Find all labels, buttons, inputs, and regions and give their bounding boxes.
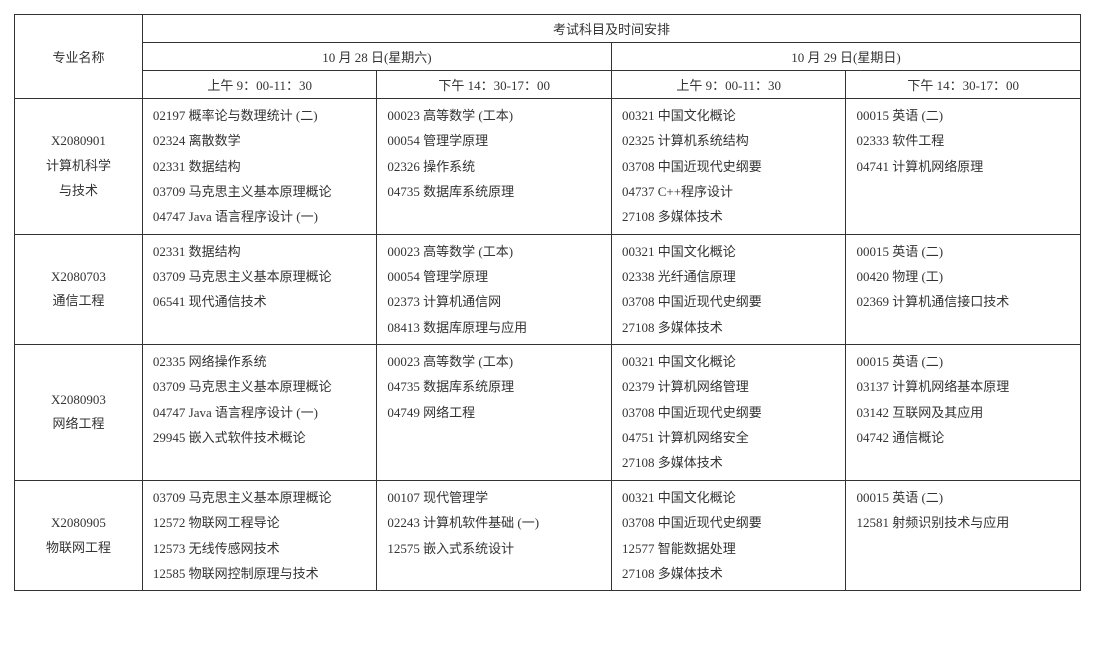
course-item: 02373 计算机通信网 [383,289,605,314]
course-cell: 00321 中国文化概论02379 计算机网络管理03708 中国近现代史纲要0… [611,345,846,481]
course-item: 02324 离散数学 [149,128,371,153]
course-item: 02335 网络操作系统 [149,349,371,374]
table-row: X2080703通信工程02331 数据结构03709 马克思主义基本原理概论0… [15,234,1081,344]
course-item: 04737 C++程序设计 [618,179,840,204]
course-item: 00420 物理 (工) [852,264,1074,289]
course-item: 03709 马克思主义基本原理概论 [149,264,371,289]
course-cell: 00023 高等数学 (工本)00054 管理学原理02326 操作系统0473… [377,99,612,235]
course-item: 12575 嵌入式系统设计 [383,536,605,561]
course-item: 12585 物联网控制原理与技术 [149,561,371,586]
course-item: 04741 计算机网络原理 [852,154,1074,179]
course-item: 04751 计算机网络安全 [618,425,840,450]
header-slot-0: 上午 9：00-11：30 [142,71,377,99]
course-item: 02338 光纤通信原理 [618,264,840,289]
header-title: 考试科目及时间安排 [142,15,1080,43]
header-day-1: 10 月 29 日(星期日) [611,43,1080,71]
course-item: 00321 中国文化概论 [618,349,840,374]
course-item: 27108 多媒体技术 [618,315,840,340]
course-cell: 02197 概率论与数理统计 (二)02324 离散数学02331 数据结构03… [142,99,377,235]
table-row: X2080905物联网工程03709 马克思主义基本原理概论12572 物联网工… [15,480,1081,590]
exam-schedule-table: 专业名称 考试科目及时间安排 10 月 28 日(星期六) 10 月 29 日(… [14,14,1081,591]
course-item: 00015 英语 (二) [852,349,1074,374]
course-item: 00015 英语 (二) [852,103,1074,128]
course-item: 00054 管理学原理 [383,128,605,153]
course-item: 27108 多媒体技术 [618,561,840,586]
course-item: 12581 射频识别技术与应用 [852,510,1074,535]
course-item: 00023 高等数学 (工本) [383,349,605,374]
course-item: 03709 马克思主义基本原理概论 [149,485,371,510]
course-cell: 00107 现代管理学02243 计算机软件基础 (一)12575 嵌入式系统设… [377,480,612,590]
course-item: 02243 计算机软件基础 (一) [383,510,605,535]
course-item: 04747 Java 语言程序设计 (一) [149,204,371,229]
course-cell: 00321 中国文化概论03708 中国近现代史纲要12577 智能数据处理27… [611,480,846,590]
course-item: 02333 软件工程 [852,128,1074,153]
course-item: 00321 中国文化概论 [618,485,840,510]
major-cell: X2080903网络工程 [15,345,143,481]
course-item: 04747 Java 语言程序设计 (一) [149,400,371,425]
course-cell: 02331 数据结构03709 马克思主义基本原理概论06541 现代通信技术 [142,234,377,344]
course-cell: 03709 马克思主义基本原理概论12572 物联网工程导论12573 无线传感… [142,480,377,590]
course-item: 02331 数据结构 [149,239,371,264]
course-item: 00015 英语 (二) [852,239,1074,264]
header-slot-2: 上午 9：00-11：30 [611,71,846,99]
course-item: 04749 网络工程 [383,400,605,425]
course-item: 02326 操作系统 [383,154,605,179]
course-item: 02331 数据结构 [149,154,371,179]
course-item: 00107 现代管理学 [383,485,605,510]
course-cell: 00015 英语 (二)12581 射频识别技术与应用 [846,480,1081,590]
course-cell: 00015 英语 (二)02333 软件工程04741 计算机网络原理 [846,99,1081,235]
course-item: 03708 中国近现代史纲要 [618,400,840,425]
course-item: 03708 中国近现代史纲要 [618,510,840,535]
header-major: 专业名称 [15,15,143,99]
course-item: 00321 中国文化概论 [618,103,840,128]
course-item: 03708 中国近现代史纲要 [618,154,840,179]
course-item: 06541 现代通信技术 [149,289,371,314]
header-slot-1: 下午 14：30-17：00 [377,71,612,99]
course-item: 03709 马克思主义基本原理概论 [149,179,371,204]
table-row: X2080901计算机科学与技术02197 概率论与数理统计 (二)02324 … [15,99,1081,235]
course-item: 27108 多媒体技术 [618,450,840,475]
major-cell: X2080703通信工程 [15,234,143,344]
course-item: 03709 马克思主义基本原理概论 [149,374,371,399]
course-item: 02379 计算机网络管理 [618,374,840,399]
header-day-0: 10 月 28 日(星期六) [142,43,611,71]
course-item: 00054 管理学原理 [383,264,605,289]
course-item: 03708 中国近现代史纲要 [618,289,840,314]
course-item: 12572 物联网工程导论 [149,510,371,535]
course-item: 29945 嵌入式软件技术概论 [149,425,371,450]
header-slot-3: 下午 14：30-17：00 [846,71,1081,99]
course-cell: 00015 英语 (二)00420 物理 (工)02369 计算机通信接口技术 [846,234,1081,344]
course-item: 04735 数据库系统原理 [383,374,605,399]
table-row: X2080903网络工程02335 网络操作系统03709 马克思主义基本原理概… [15,345,1081,481]
course-cell: 02335 网络操作系统03709 马克思主义基本原理概论04747 Java … [142,345,377,481]
course-cell: 00321 中国文化概论02338 光纤通信原理03708 中国近现代史纲要27… [611,234,846,344]
major-cell: X2080905物联网工程 [15,480,143,590]
course-cell: 00321 中国文化概论02325 计算机系统结构03708 中国近现代史纲要0… [611,99,846,235]
course-item: 12577 智能数据处理 [618,536,840,561]
course-cell: 00023 高等数学 (工本)00054 管理学原理02373 计算机通信网08… [377,234,612,344]
course-item: 00321 中国文化概论 [618,239,840,264]
course-item: 27108 多媒体技术 [618,204,840,229]
course-cell: 00015 英语 (二)03137 计算机网络基本原理03142 互联网及其应用… [846,345,1081,481]
course-item: 02325 计算机系统结构 [618,128,840,153]
course-item: 04742 通信概论 [852,425,1074,450]
course-item: 12573 无线传感网技术 [149,536,371,561]
course-item: 00023 高等数学 (工本) [383,239,605,264]
course-item: 00023 高等数学 (工本) [383,103,605,128]
course-item: 08413 数据库原理与应用 [383,315,605,340]
course-item: 03137 计算机网络基本原理 [852,374,1074,399]
course-item: 04735 数据库系统原理 [383,179,605,204]
major-cell: X2080901计算机科学与技术 [15,99,143,235]
course-cell: 00023 高等数学 (工本)04735 数据库系统原理04749 网络工程 [377,345,612,481]
course-item: 02197 概率论与数理统计 (二) [149,103,371,128]
course-item: 02369 计算机通信接口技术 [852,289,1074,314]
course-item: 00015 英语 (二) [852,485,1074,510]
course-item: 03142 互联网及其应用 [852,400,1074,425]
